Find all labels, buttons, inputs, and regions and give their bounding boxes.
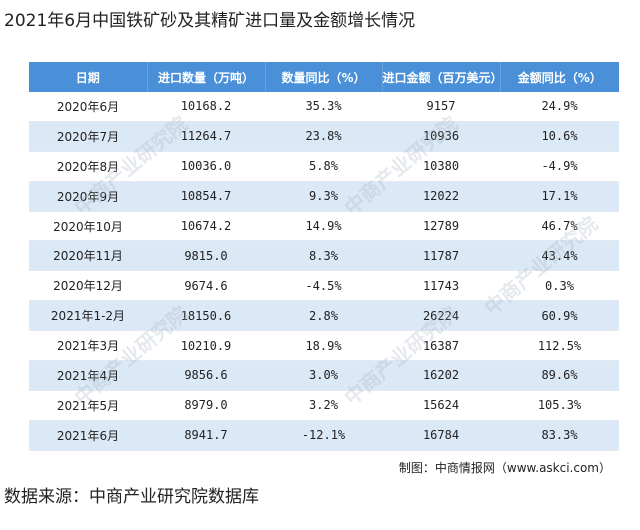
cell-import-volume: 9856.6	[147, 360, 265, 391]
cell-import-value: 11743	[382, 270, 500, 302]
cell-import-volume: 8941.7	[147, 420, 265, 451]
cell-import-volume: 9674.6	[147, 270, 265, 302]
cell-value-yoy: 105.3%	[500, 390, 619, 421]
cell-value-yoy: 83.3%	[500, 420, 619, 451]
cell-import-volume: 10854.7	[147, 181, 265, 212]
cell-import-value: 10936	[382, 121, 500, 152]
cell-value-yoy: 46.7%	[500, 211, 619, 242]
cell-value-yoy: 43.4%	[500, 240, 619, 272]
cell-value-yoy: 10.6%	[500, 121, 619, 152]
cell-import-volume: 11264.7	[147, 121, 265, 152]
cell-import-value: 16387	[382, 330, 500, 362]
data-source: 数据来源：中商产业研究院数据库	[4, 487, 259, 507]
table-row: 2021年3月 10210.9 18.9% 16387 112.5%	[29, 330, 619, 362]
cell-import-value: 26224	[382, 300, 500, 332]
cell-volume-yoy: 3.2%	[265, 390, 382, 421]
cell-value-yoy: 17.1%	[500, 181, 619, 212]
data-table-container: 日期 进口数量（万吨） 数量同比（%） 进口金额（百万美元） 金额同比（%） 2…	[29, 62, 619, 481]
table-row: 2020年6月 10168.2 35.3% 9157 24.9%	[29, 92, 619, 122]
cell-import-volume: 10674.2	[147, 211, 265, 242]
cell-import-volume: 18150.6	[147, 300, 265, 332]
table-row: 2020年8月 10036.0 5.8% 10380 -4.9%	[29, 151, 619, 182]
table-row: 2021年5月 8979.0 3.2% 15624 105.3%	[29, 390, 619, 421]
cell-volume-yoy: 18.9%	[265, 330, 382, 362]
cell-date: 2020年12月	[29, 270, 147, 302]
cell-date: 2021年3月	[29, 330, 147, 362]
cell-import-value: 12022	[382, 181, 500, 212]
cell-volume-yoy: 35.3%	[265, 92, 382, 122]
cell-import-volume: 9815.0	[147, 240, 265, 272]
table-row: 2020年9月 10854.7 9.3% 12022 17.1%	[29, 181, 619, 212]
cell-date: 2021年4月	[29, 360, 147, 391]
table-row: 2020年11月 9815.0 8.3% 11787 43.4%	[29, 240, 619, 272]
cell-volume-yoy: 23.8%	[265, 121, 382, 152]
cell-volume-yoy: -12.1%	[265, 420, 382, 451]
cell-volume-yoy: 2.8%	[265, 300, 382, 332]
cell-value-yoy: 89.6%	[500, 360, 619, 391]
cell-value-yoy: 112.5%	[500, 330, 619, 362]
cell-import-volume: 8979.0	[147, 390, 265, 421]
cell-import-volume: 10168.2	[147, 92, 265, 122]
cell-date: 2020年7月	[29, 121, 147, 152]
cell-volume-yoy: 9.3%	[265, 181, 382, 212]
cell-import-value: 15624	[382, 390, 500, 421]
table-row: 2021年6月 8941.7 -12.1% 16784 83.3%	[29, 420, 619, 451]
table-header-row: 日期 进口数量（万吨） 数量同比（%） 进口金额（百万美元） 金额同比（%）	[29, 62, 619, 92]
cell-date: 2020年10月	[29, 211, 147, 242]
header-value-yoy: 金额同比（%）	[500, 62, 619, 92]
cell-import-value: 16202	[382, 360, 500, 391]
page-title: 2021年6月中国铁矿砂及其精矿进口量及金额增长情况	[4, 11, 416, 31]
cell-date: 2021年1-2月	[29, 300, 147, 332]
table-row: 2020年10月 10674.2 14.9% 12789 46.7%	[29, 211, 619, 242]
cell-import-value: 12789	[382, 211, 500, 242]
header-import-volume: 进口数量（万吨）	[147, 62, 266, 92]
chart-credit: 制图：中商情报网（www.askci.com）	[398, 460, 611, 475]
cell-date: 2021年5月	[29, 390, 147, 421]
cell-date: 2021年6月	[29, 420, 147, 451]
header-import-value: 进口金额（百万美元）	[382, 62, 503, 92]
table-row: 2020年12月 9674.6 -4.5% 11743 0.3%	[29, 270, 619, 302]
cell-volume-yoy: 5.8%	[265, 151, 382, 182]
header-volume-yoy: 数量同比（%）	[265, 62, 383, 92]
table-footer: 制图：中商情报网（www.askci.com）	[29, 451, 619, 481]
cell-value-yoy: -4.9%	[500, 151, 619, 182]
table-row: 2020年7月 11264.7 23.8% 10936 10.6%	[29, 121, 619, 152]
cell-value-yoy: 0.3%	[500, 270, 619, 302]
cell-date: 2020年9月	[29, 181, 147, 212]
cell-volume-yoy: 8.3%	[265, 240, 382, 272]
cell-import-value: 16784	[382, 420, 500, 451]
cell-value-yoy: 24.9%	[500, 92, 619, 122]
cell-import-value: 11787	[382, 240, 500, 272]
table-row: 2021年1-2月 18150.6 2.8% 26224 60.9%	[29, 300, 619, 332]
cell-import-value: 10380	[382, 151, 500, 182]
data-table: 日期 进口数量（万吨） 数量同比（%） 进口金额（百万美元） 金额同比（%） 2…	[29, 62, 619, 451]
cell-import-value: 9157	[382, 92, 500, 122]
header-date: 日期	[29, 62, 148, 92]
table-row: 2021年4月 9856.6 3.0% 16202 89.6%	[29, 360, 619, 391]
cell-date: 2020年11月	[29, 240, 147, 272]
cell-value-yoy: 60.9%	[500, 300, 619, 332]
cell-import-volume: 10036.0	[147, 151, 265, 182]
cell-volume-yoy: -4.5%	[265, 270, 382, 302]
cell-date: 2020年8月	[29, 151, 147, 182]
cell-import-volume: 10210.9	[147, 330, 265, 362]
cell-volume-yoy: 3.0%	[265, 360, 382, 391]
cell-date: 2020年6月	[29, 92, 147, 122]
cell-volume-yoy: 14.9%	[265, 211, 382, 242]
